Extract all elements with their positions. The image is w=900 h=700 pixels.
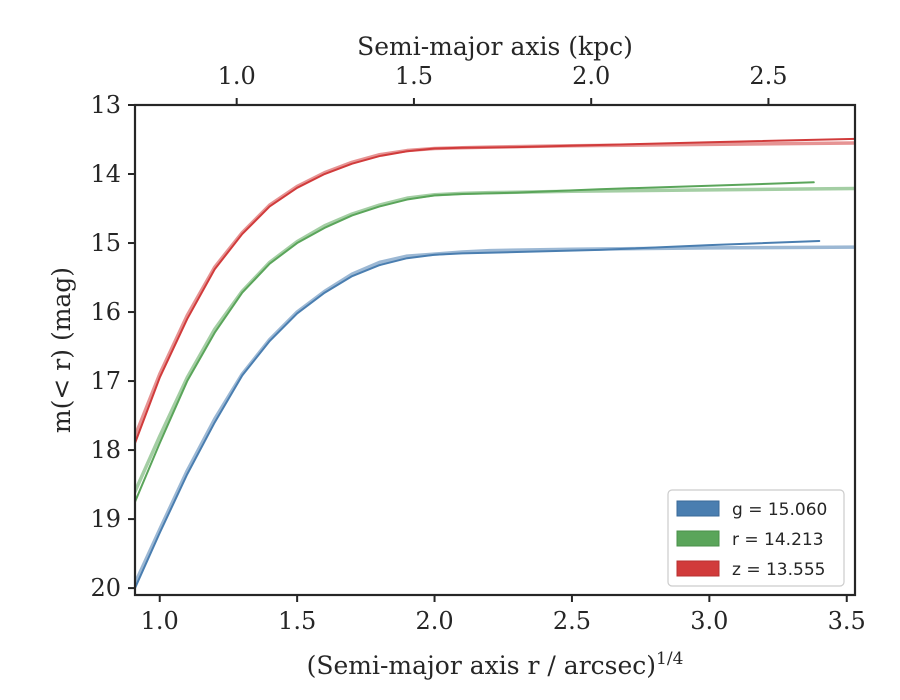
y-tick-label: 13 (90, 91, 121, 119)
x-tick-label: 3.0 (690, 607, 728, 635)
x-tick-label: 1.5 (278, 607, 316, 635)
y-tick-label: 16 (90, 298, 121, 326)
top-x-tick-label: 1.0 (218, 62, 256, 90)
legend-swatch-g (676, 500, 720, 517)
y-tick-label: 17 (90, 367, 121, 395)
legend-label-z: z = 13.555 (732, 560, 825, 580)
series-0-model-line (135, 245, 855, 586)
x-tick-label: 3.5 (828, 607, 866, 635)
left-y-axis: 13 14 15 16 17 18 19 20 (90, 91, 135, 602)
top-x-tick-label: 2.0 (572, 62, 610, 90)
legend: g = 15.060 r = 14.213 z = 13.555 (667, 489, 845, 587)
y-tick-label: 19 (90, 505, 121, 533)
y-tick-label: 14 (90, 160, 121, 188)
x-tick-label: 2.5 (553, 607, 591, 635)
legend-label-r: r = 14.213 (732, 530, 824, 550)
legend-swatch-z (676, 560, 720, 577)
x-tick-label: 2.0 (415, 607, 453, 635)
series-0-data-line (135, 239, 821, 590)
top-x-axis: 1.0 1.5 2.0 2.5 (218, 62, 788, 105)
legend-label-g: g = 15.060 (732, 500, 827, 520)
y-tick-label: 20 (90, 574, 121, 602)
y-tick-label: 18 (90, 436, 121, 464)
legend-swatch-r (676, 530, 720, 547)
series-2-data-line (135, 137, 855, 445)
top-x-axis-title: Semi-major axis (kpc) (357, 32, 633, 61)
bottom-x-axis-title: (Semi-major axis r / arcsec)1/4 (307, 649, 684, 680)
y-axis-title: m(< r) (mag) (47, 267, 76, 433)
top-x-tick-label: 2.5 (749, 62, 787, 90)
plot-frame (133, 103, 857, 597)
series-layer (135, 137, 855, 590)
y-tick-label: 15 (90, 229, 121, 257)
series-1-data-line (135, 181, 815, 503)
x-tick-label: 1.0 (141, 607, 179, 635)
top-x-tick-label: 1.5 (395, 62, 433, 90)
bottom-x-axis: 1.0 1.5 2.0 2.5 3.0 3.5 (141, 595, 866, 635)
